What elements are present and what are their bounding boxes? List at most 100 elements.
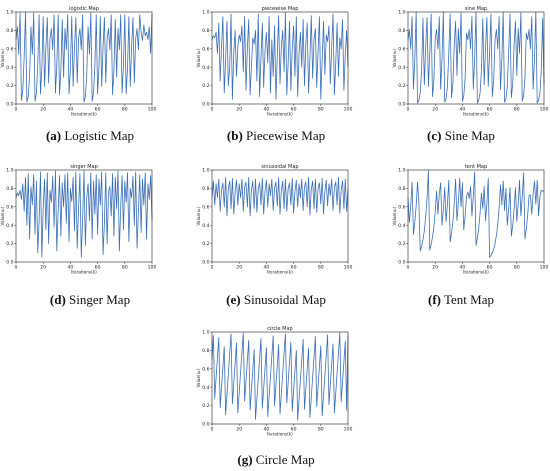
caption-letter: (b) xyxy=(226,128,243,143)
sinusoidal-map-chart: sinusoidal Map 0 20 40 60 80 100 0.0 0.2 0.4 0.6 0.… xyxy=(196,164,352,275)
caption-sinusoidal-map: (e) Sinusoidal Map xyxy=(186,292,366,308)
y-axis-label: Value(xₖ) xyxy=(392,206,397,225)
y-tick-label: 0.6 xyxy=(6,46,13,52)
sinusoidal-map-panel: sinusoidal Map 0 20 40 60 80 100 0.0 0.2 0.4 0.6 0.… xyxy=(196,162,358,278)
x-axis-label: Iterations(k) xyxy=(71,270,97,275)
x-axis-label: Iterations(k) xyxy=(463,112,489,117)
x-tick-label: 0 xyxy=(15,265,18,271)
piecewise-map-chart: piecewise Map 0 20 40 60 80 100 0.0 0.2 0.4 0.6 0.8… xyxy=(196,6,353,117)
x-tick-label: 80 xyxy=(514,107,520,113)
x-tick-label: 80 xyxy=(318,107,324,113)
y-tick-label: 1.0 xyxy=(202,10,209,16)
chart-title: sine Map xyxy=(465,6,487,12)
x-tick-label: 40 xyxy=(459,265,465,271)
caption-letter: (a) xyxy=(45,128,62,143)
x-tick-label: 100 xyxy=(540,265,549,271)
x-tick-label: 80 xyxy=(318,427,324,433)
x-tick-label: 0 xyxy=(211,265,214,271)
x-tick-label: 20 xyxy=(236,265,242,271)
y-tick-label: 0.8 xyxy=(202,186,209,192)
y-tick-label: 0.6 xyxy=(398,204,405,210)
x-axis-label: Iterations(k) xyxy=(267,270,293,275)
x-tick-label: 0 xyxy=(211,107,214,113)
caption-text: Singer Map xyxy=(65,292,131,307)
y-tick-label: 0.4 xyxy=(398,223,405,229)
series-line xyxy=(211,12,349,100)
x-tick-label: 40 xyxy=(263,265,269,271)
x-tick-label: 60 xyxy=(95,265,101,271)
y-tick-label: 0.4 xyxy=(202,385,209,391)
caption-tent-map: (f) Tent Map xyxy=(372,292,550,308)
x-tick-label: 40 xyxy=(67,265,73,271)
y-tick-label: 0.0 xyxy=(202,102,209,108)
series-line xyxy=(15,11,153,103)
y-tick-label: 0.4 xyxy=(6,223,13,229)
caption-text: Tent Map xyxy=(440,292,494,307)
x-tick-label: 40 xyxy=(263,107,269,113)
y-tick-label: 0.8 xyxy=(6,28,13,34)
x-tick-label: 80 xyxy=(122,107,128,113)
y-tick-label: 0.2 xyxy=(202,403,209,409)
x-tick-label: 0 xyxy=(407,107,410,113)
x-tick-label: 80 xyxy=(514,265,520,271)
y-tick-label: 1.0 xyxy=(398,168,405,174)
x-tick-label: 60 xyxy=(95,107,101,113)
tent-map-chart: tent Map 0 20 40 60 80 100 0.0 0.2 0.4 0.6 0.8 1.0 It… xyxy=(392,164,549,275)
x-tick-label: 0 xyxy=(211,427,214,433)
sine-map-chart: sine Map 0 20 40 60 80 100 0.0 0.2 0.4 0.6 0.8 1.0 It… xyxy=(392,6,548,117)
x-tick-label: 0 xyxy=(15,107,18,113)
caption-text: Sine Map xyxy=(441,128,495,143)
caption-circle-map: (g) Circle Map xyxy=(186,452,366,468)
circle-map-panel: circle Map 0 20 40 60 80 100 0.0 0.2 0.4 0.6 0.8 1.0… xyxy=(196,324,358,440)
y-axis-label: Value(xₖ) xyxy=(196,206,201,225)
x-tick-label: 80 xyxy=(122,265,128,271)
x-tick-label: 60 xyxy=(291,107,297,113)
series-line xyxy=(407,170,544,258)
y-tick-label: 0.4 xyxy=(398,65,405,71)
y-tick-label: 0.2 xyxy=(398,83,405,89)
y-tick-label: 0.4 xyxy=(6,65,13,71)
plot-frame xyxy=(15,169,153,263)
y-tick-label: 1.0 xyxy=(6,168,13,174)
caption-letter: (d) xyxy=(49,292,66,307)
series-line xyxy=(407,11,545,104)
x-tick-label: 40 xyxy=(459,107,465,113)
caption-text: Circle Map xyxy=(252,452,315,467)
caption-singer-map: (d) Singer Map xyxy=(0,292,180,308)
logistic-map-chart: logistic Map 0 20 40 60 80 100 0.0 0.2 0.4 0.6 0.8 1… xyxy=(0,6,157,117)
y-tick-label: 0.4 xyxy=(202,65,209,71)
y-tick-label: 0.6 xyxy=(398,46,405,52)
y-tick-label: 0.2 xyxy=(398,241,405,247)
plot-frame xyxy=(407,169,545,263)
y-tick-label: 0.6 xyxy=(202,46,209,52)
x-tick-label: 0 xyxy=(407,265,410,271)
y-tick-label: 1.0 xyxy=(202,168,209,174)
x-tick-label: 60 xyxy=(291,427,297,433)
x-tick-label: 100 xyxy=(344,107,353,113)
logistic-map-panel: logistic Map 0 20 40 60 80 100 0.0 0.2 0.4 0.6 0.8 1… xyxy=(0,4,162,120)
x-tick-label: 20 xyxy=(236,107,242,113)
plot-frame xyxy=(211,331,349,425)
y-axis-label: Value(xₖ) xyxy=(0,206,5,225)
y-tick-label: 0.8 xyxy=(398,186,405,192)
caption-text: Sinusoidal Map xyxy=(240,292,326,307)
plot-frame xyxy=(15,11,153,105)
caption-logistic-map: (a) Logistic Map xyxy=(0,128,180,144)
x-tick-label: 40 xyxy=(263,427,269,433)
caption-letter: (g) xyxy=(237,452,253,467)
chart-title: circle Map xyxy=(267,326,292,332)
y-tick-label: 0.6 xyxy=(202,204,209,210)
sine-map-panel: sine Map 0 20 40 60 80 100 0.0 0.2 0.4 0.6 0.8 1.0 It… xyxy=(392,4,550,120)
x-axis-label: Iterations(k) xyxy=(71,112,97,117)
circle-map-chart: circle Map 0 20 40 60 80 100 0.0 0.2 0.4 0.6 0.8 1.0… xyxy=(196,326,353,437)
caption-piecewise-map: (b) Piecewise Map xyxy=(186,128,366,144)
x-axis-label: Iterations(k) xyxy=(463,270,489,275)
x-tick-label: 100 xyxy=(344,427,353,433)
y-tick-label: 0.6 xyxy=(202,366,209,372)
y-tick-label: 0.0 xyxy=(6,102,13,108)
y-tick-label: 0.2 xyxy=(6,83,13,89)
x-tick-label: 20 xyxy=(40,107,46,113)
series-line xyxy=(15,170,153,258)
x-tick-label: 20 xyxy=(432,265,438,271)
x-tick-label: 100 xyxy=(148,107,157,113)
